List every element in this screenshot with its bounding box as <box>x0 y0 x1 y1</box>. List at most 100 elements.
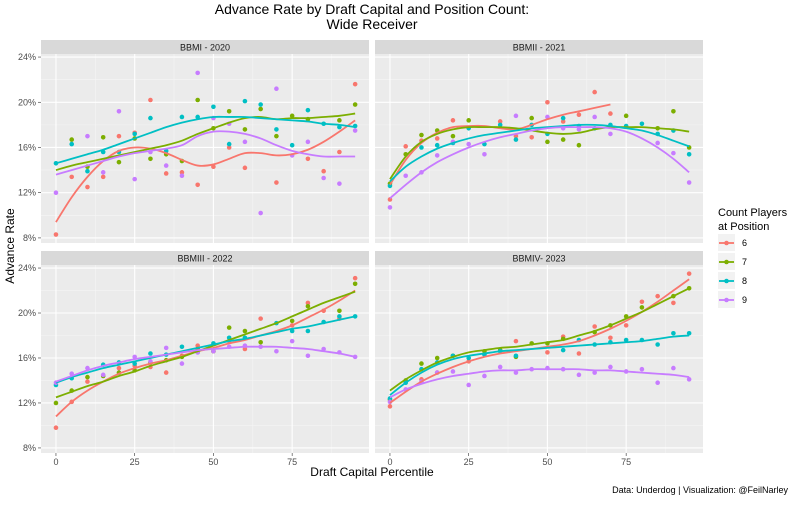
data-point <box>179 114 185 120</box>
data-point <box>211 348 216 354</box>
data-point <box>289 113 295 119</box>
y-tick-label: 12% <box>18 398 36 408</box>
data-point <box>450 133 456 139</box>
data-point <box>576 112 582 118</box>
data-point <box>513 113 519 119</box>
y-tick-label: 12% <box>18 188 36 198</box>
data-point <box>592 114 597 120</box>
data-point <box>226 109 232 114</box>
data-point <box>226 141 232 147</box>
x-axis-title: Draft Capital Percentile <box>310 465 434 479</box>
data-point <box>513 137 519 142</box>
strip <box>375 251 703 265</box>
data-point <box>450 369 456 374</box>
legend-item-9: 9 <box>718 291 747 308</box>
data-point <box>608 364 613 370</box>
data-point <box>274 127 279 132</box>
data-point <box>305 328 311 334</box>
data-point <box>450 118 456 123</box>
data-point <box>387 404 393 409</box>
smooth-line-7 <box>55 290 356 399</box>
data-point <box>387 183 393 189</box>
data-point <box>305 353 311 359</box>
y-tick-label: 24% <box>18 52 36 62</box>
data-point <box>163 171 169 176</box>
data-point <box>69 141 75 147</box>
data-point <box>289 142 295 148</box>
data-point <box>289 338 295 344</box>
plot-background <box>41 54 369 243</box>
data-point <box>671 365 676 371</box>
legend-point-icon <box>724 259 729 265</box>
data-point <box>179 344 185 350</box>
data-point <box>195 97 200 103</box>
data-point <box>69 137 75 142</box>
data-point <box>337 118 342 123</box>
data-point <box>576 142 582 148</box>
legend-label: 9 <box>742 295 747 305</box>
data-point <box>352 128 358 133</box>
data-point <box>195 182 200 188</box>
data-point <box>352 81 358 87</box>
data-point <box>337 181 342 186</box>
data-point <box>258 316 263 321</box>
data-point <box>623 337 629 343</box>
data-point <box>639 299 645 305</box>
strip <box>375 40 703 54</box>
x-tick-label: 0 <box>53 457 58 467</box>
data-point <box>466 141 471 147</box>
data-point <box>545 99 550 105</box>
data-point <box>671 330 676 336</box>
panel-2: BBMII - 2021 <box>375 40 703 243</box>
panel-1: BBMI - 2020 8% 12% 16% 20% 24% <box>18 40 369 243</box>
smooth-line-8 <box>389 123 690 183</box>
chart-subtitle: Wide Receiver <box>326 16 417 32</box>
data-point <box>576 372 582 378</box>
data-point <box>434 142 440 148</box>
y-tick-label: 16% <box>18 142 36 152</box>
data-point <box>623 323 629 328</box>
data-point <box>53 425 59 431</box>
data-point <box>419 145 424 150</box>
smooth-line-9 <box>389 126 690 200</box>
panels: BBMI - 2020 8% 12% 16% 20% 24% BBMII - 2021 BBM… <box>18 40 703 467</box>
data-point <box>242 98 248 104</box>
legend-label: 8 <box>742 276 747 286</box>
strip <box>41 40 369 54</box>
data-point <box>419 132 424 138</box>
data-point <box>686 377 692 382</box>
data-point <box>671 109 676 114</box>
data-point <box>69 174 75 180</box>
data-point <box>592 324 597 329</box>
data-point <box>85 184 90 190</box>
data-point <box>419 361 424 366</box>
data-point <box>576 351 582 356</box>
y-tick-label: 8% <box>23 233 36 243</box>
data-point <box>116 133 122 139</box>
data-point <box>148 115 153 121</box>
data-point <box>211 104 216 110</box>
data-point <box>337 308 342 314</box>
data-point <box>53 232 59 237</box>
data-point <box>242 328 248 334</box>
data-point <box>337 124 342 130</box>
x-tick-label: 50 <box>208 457 218 467</box>
smooth-line-7 <box>55 112 356 171</box>
legend-point-icon <box>724 297 729 303</box>
data-point <box>497 119 503 124</box>
data-point <box>274 180 279 185</box>
plot-background <box>375 265 703 453</box>
data-point <box>179 173 185 179</box>
legend-point-icon <box>724 240 729 246</box>
legend-items: 6 7 8 9 <box>718 234 747 308</box>
data-point <box>513 338 519 344</box>
data-point <box>226 145 232 150</box>
data-point <box>226 325 232 330</box>
data-point <box>85 133 90 139</box>
strip-label: BBMIII - 2022 <box>177 254 232 264</box>
data-point <box>497 122 503 128</box>
data-point <box>53 190 59 195</box>
data-point <box>639 121 645 127</box>
data-point <box>100 135 106 140</box>
data-point <box>608 131 613 137</box>
